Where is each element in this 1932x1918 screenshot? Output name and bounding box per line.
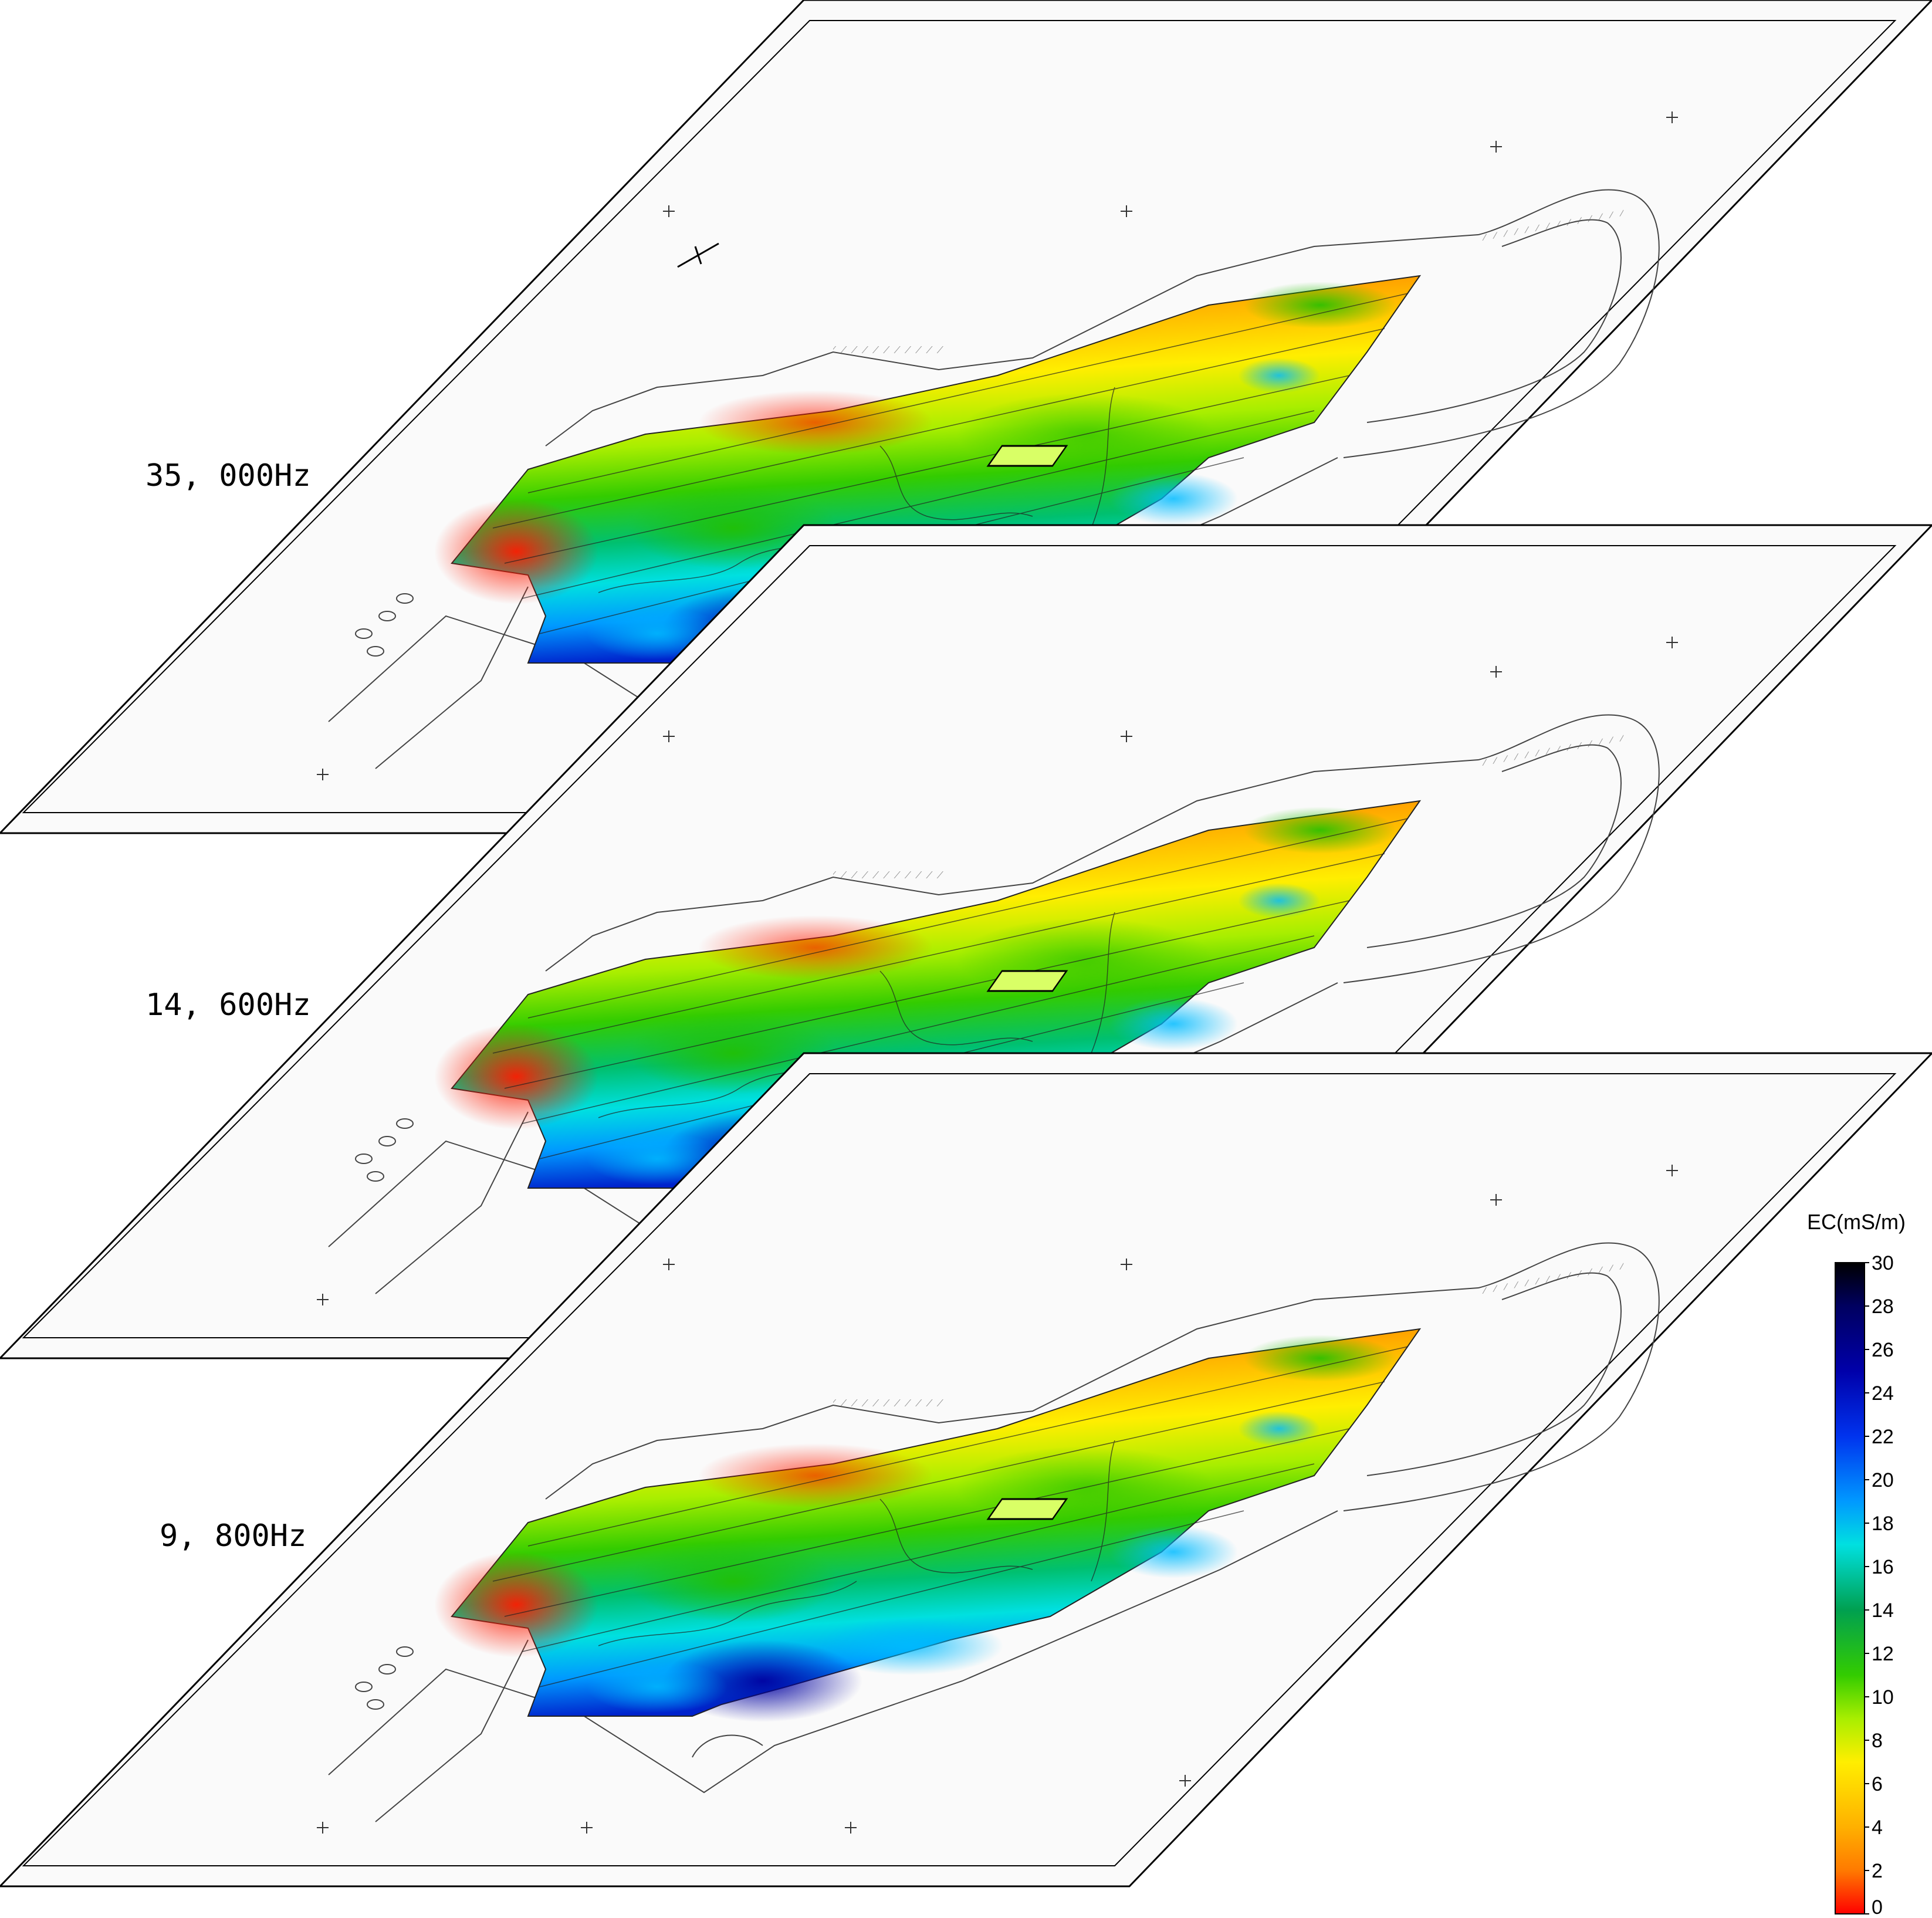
colorbar-tick-label: 2	[1872, 1860, 1883, 1882]
colorbar-tick-label: 12	[1872, 1643, 1894, 1665]
colorbar-tick-label: 16	[1872, 1556, 1894, 1578]
colorbar-tick-label: 4	[1872, 1816, 1883, 1839]
colorbar-title: EC(mS/m)	[1807, 1210, 1906, 1234]
colorbar-tick-label: 0	[1872, 1896, 1883, 1918]
frequency-label-2: 14, 600Hz	[146, 987, 311, 1023]
colorbar-tick-label: 26	[1872, 1339, 1894, 1361]
colorbar-tick-label: 24	[1872, 1382, 1894, 1405]
colorbar-tick-label: 6	[1872, 1773, 1883, 1795]
colorbar-tick-label: 30	[1872, 1252, 1894, 1274]
north-arrow-icon	[677, 242, 719, 268]
colorbar-tick-label: 22	[1872, 1426, 1894, 1448]
colorbar-tick-label: 20	[1872, 1469, 1894, 1491]
colorbar-tick-label: 14	[1872, 1599, 1894, 1622]
colorbar-scale	[1835, 1262, 1865, 1914]
colorbar-tick-label: 18	[1872, 1513, 1894, 1535]
colorbar-tick-label: 28	[1872, 1295, 1894, 1318]
frequency-label-1: 35, 000Hz	[146, 458, 311, 493]
colorbar-tick-label: 8	[1872, 1730, 1883, 1752]
colorbar-tick-label: 10	[1872, 1686, 1894, 1709]
frequency-label-3: 9, 800Hz	[160, 1518, 306, 1554]
